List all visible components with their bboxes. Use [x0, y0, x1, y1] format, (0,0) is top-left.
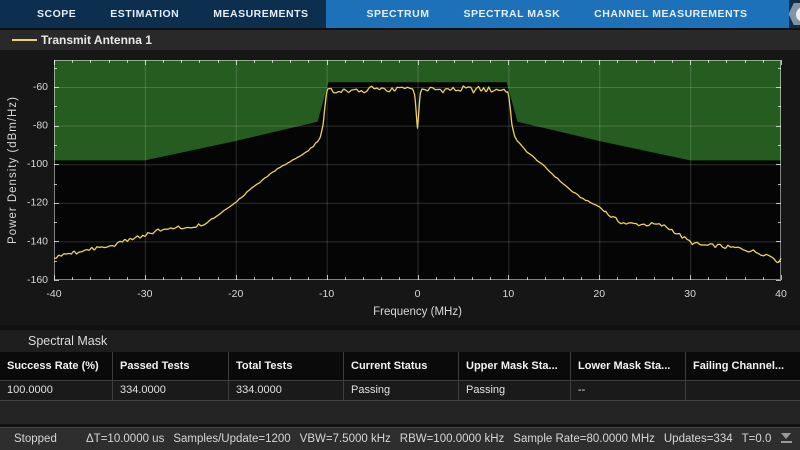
tab-spectrum[interactable]: SPECTRUM [366, 8, 430, 20]
status-metric: Sample Rate=80.0000 MHz [513, 433, 655, 445]
legend: Transmit Antenna 1 [0, 30, 800, 50]
tab-estimation[interactable]: ESTIMATION [110, 8, 180, 20]
tab-scope[interactable]: SCOPE [37, 8, 77, 20]
status-metric: VBW=7.5000 kHz [299, 433, 391, 445]
column-header[interactable]: Lower Mask Sta... [571, 352, 686, 380]
table-cell [686, 381, 800, 400]
tab-group-main: SCOPE ESTIMATION MEASUREMENTS [0, 0, 326, 28]
help-button[interactable]: ? [788, 3, 800, 25]
table-cell: 100.0000 [0, 381, 113, 400]
table-cell: Passing [459, 381, 571, 400]
table-cell: -- [571, 381, 686, 400]
spectral-mask-panel-title: Spectral Mask [0, 330, 800, 352]
status-metric: T=0.0 [741, 433, 772, 445]
status-bar: Stopped ΔT=10.0000 us Samples/Update=1200… [0, 427, 800, 450]
column-header[interactable]: Success Rate (%) [0, 352, 113, 380]
table-empty-area [0, 401, 800, 424]
status-metric: Updates=334 [663, 433, 733, 445]
column-header[interactable]: Failing Channel... [693, 360, 785, 372]
column-header[interactable]: Upper Mask Sta... [459, 352, 571, 380]
status-state: Stopped [14, 433, 57, 445]
spectral-mask-table: Success Rate (%) Passed Tests Total Tests C… [0, 352, 800, 424]
scroll-corner-icon[interactable] [778, 433, 794, 446]
status-metric: Samples/Update=1200 [173, 433, 291, 445]
table-body: 100.0000 334.0000 334.0000 Passing Passing -- [0, 381, 800, 401]
help-icon: ? [795, 6, 800, 22]
tab-measurements[interactable]: MEASUREMENTS [213, 8, 309, 20]
spectral-mask-panel: Spectral Mask Success Rate (%) Passed Tes… [0, 325, 800, 427]
column-header[interactable]: Current Status [344, 352, 459, 380]
status-metrics: ΔT=10.0000 us Samples/Update=1200 VBW=7.50… [86, 433, 800, 445]
chart-area [0, 50, 800, 325]
tab-channel-measurements[interactable]: CHANNEL MEASUREMENTS [594, 8, 748, 20]
spectrum-plot[interactable] [0, 50, 800, 325]
column-header[interactable]: Passed Tests [113, 352, 229, 380]
legend-series-label[interactable]: Transmit Antenna 1 [41, 33, 152, 47]
tab-group-contextual: SPECTRUM SPECTRAL MASK CHANNEL MEASUREMENT… [325, 0, 789, 28]
tab-spectral-mask[interactable]: SPECTRAL MASK [463, 8, 561, 20]
legend-line-swatch [12, 39, 37, 41]
status-metric: ΔT=10.0000 us [86, 433, 165, 445]
table-header-row: Success Rate (%) Passed Tests Total Tests C… [0, 352, 800, 381]
toolbar: SCOPE ESTIMATION MEASUREMENTS SPECTRUM SPEC… [0, 0, 800, 28]
status-metric: RBW=100.0000 kHz [399, 433, 505, 445]
table-row[interactable]: 100.0000 334.0000 334.0000 Passing Passing -- [0, 381, 800, 401]
table-cell: Passing [344, 381, 459, 400]
table-cell: 334.0000 [229, 381, 344, 400]
table-cell: 334.0000 [113, 381, 229, 400]
column-header[interactable]: Total Tests [229, 352, 344, 380]
